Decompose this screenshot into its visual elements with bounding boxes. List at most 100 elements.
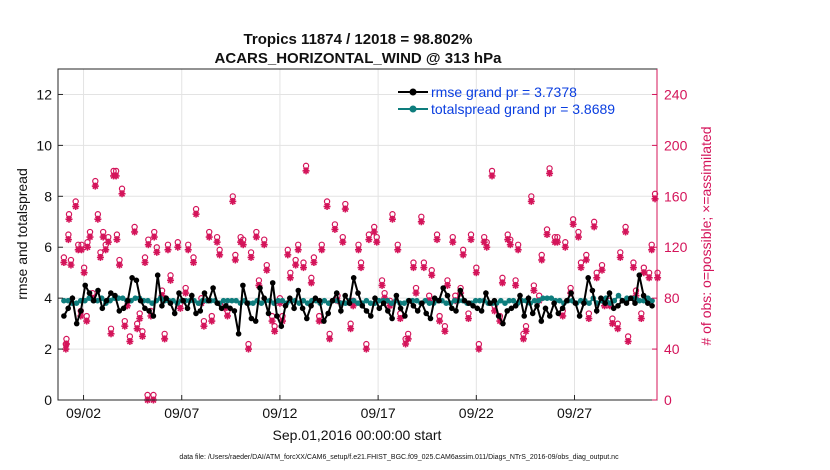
obs-marker-stroke [420,264,427,271]
series-point-0 [606,290,613,296]
obs-assimilated-marker [519,335,527,343]
obs-assimilated-marker [622,228,630,236]
obs-marker-stroke [63,340,70,348]
obs-assimilated-marker [347,325,355,333]
obs-marker-stroke [350,302,357,309]
obs-assimilated-marker [483,243,491,251]
series-point-0 [478,308,485,314]
obs-marker-stroke [216,251,223,258]
series-point-0 [291,305,297,312]
obs-marker-stroke [449,239,456,246]
obs-assimilated-marker [365,236,373,244]
chart-title-line-2: ACARS_HORIZONTAL_WIND @ 313 hPa [215,50,503,67]
series-point-0 [495,313,502,319]
series-point-0 [252,318,259,324]
x-axis-label: Sep.01,2016 00:00:00 start [273,427,442,443]
y-axis-left: 0 2 4 6 8 10 12 [36,86,63,408]
obs-marker-stroke [107,330,115,337]
obs-marker-stroke [465,315,472,322]
obs-marker-stroke [263,267,270,274]
obs-assimilated-marker [121,322,129,330]
obs-assimilated-marker [459,251,467,259]
obs-marker-stroke [126,338,133,345]
obs-marker-stroke [483,244,490,251]
series-point-0 [368,313,374,319]
obs-marker-stroke [559,312,566,320]
obs-marker-stroke [308,279,315,286]
obs-marker-stroke [394,246,401,253]
series-point-0 [95,287,101,294]
series-point-1 [401,300,408,307]
obs-assimilated-marker [498,279,506,287]
series-point-0 [257,285,263,291]
obs-assimilated-marker [72,202,80,210]
obs-assimilated-marker [62,340,70,348]
series-point-0 [167,300,174,307]
obs-assimilated-marker [543,231,551,238]
series-point-1 [531,297,538,304]
series-point-0 [184,305,191,312]
series-point-0 [65,305,71,312]
y-axis-left-label: rmse and totalspread [14,168,30,300]
series-point-0 [427,315,434,322]
obs-marker-stroke [499,279,506,286]
grid [58,69,657,401]
series-point-0 [308,303,314,309]
obs-marker-stroke [271,328,278,335]
obs-marker-stroke [460,251,467,258]
obs-marker-stroke [100,233,107,241]
series-point-0 [564,297,570,304]
obs-marker-stroke [164,246,172,253]
series-point-0 [640,292,647,299]
series-point-1 [224,297,231,304]
obs-assimilated-marker [614,325,622,333]
y-tick-left-label: 0 [44,392,52,408]
obs-assimilated-marker [182,289,190,297]
series-point-0 [176,290,182,296]
obs-assimilated-marker [522,327,530,335]
y-tick-left-label: 12 [36,86,52,102]
obs-assimilated-marker [538,256,546,264]
obs-marker-stroke [638,315,645,322]
obs-marker-stroke [546,170,553,177]
obs-marker-stroke [591,223,598,230]
obs-assimilated-marker [263,266,271,274]
obs-assimilated-marker [608,320,616,328]
obs-assimilated-marker [420,264,428,272]
series-point-0 [593,308,600,314]
series-point-0 [78,308,84,314]
x-tick-label: 09/22 [459,405,494,421]
series-point-1 [388,300,395,307]
series-point-0 [508,305,515,312]
series-point-1 [414,297,420,304]
series-point-1 [220,297,227,304]
series-point-1 [426,300,433,307]
obs-marker-stroke [145,241,152,248]
series-point-0 [86,290,93,296]
obs-assimilated-marker [302,167,310,175]
series-point-0 [278,323,285,330]
obs-assimilated-marker [107,330,115,338]
obs-marker-stroke [577,264,585,271]
obs-assimilated-marker [339,238,347,246]
series-point-0 [350,275,357,281]
series-point-0 [487,300,493,307]
series-point-0 [397,305,404,312]
y-tick-right-label: 120 [664,239,688,255]
obs-assimilated-marker [184,246,192,254]
obs-marker-stroke [646,274,653,281]
obs-assimilated-marker [582,256,590,264]
obs-marker-stroke [418,218,425,225]
series-point-0 [389,315,395,322]
series-point-0 [419,300,425,307]
series-point-0 [206,297,212,304]
obs-assimilated-marker [640,269,648,277]
obs-assimilated-marker [245,345,253,353]
legend-spread-label: totalspread grand pr = 3.8689 [431,101,615,117]
y-tick-right-label: 0 [664,392,672,408]
series-point-0 [610,305,617,312]
series-point-0 [589,287,596,294]
series-point-0 [274,313,280,319]
series-point-1 [498,297,504,304]
obs-assimilated-marker [428,271,436,279]
